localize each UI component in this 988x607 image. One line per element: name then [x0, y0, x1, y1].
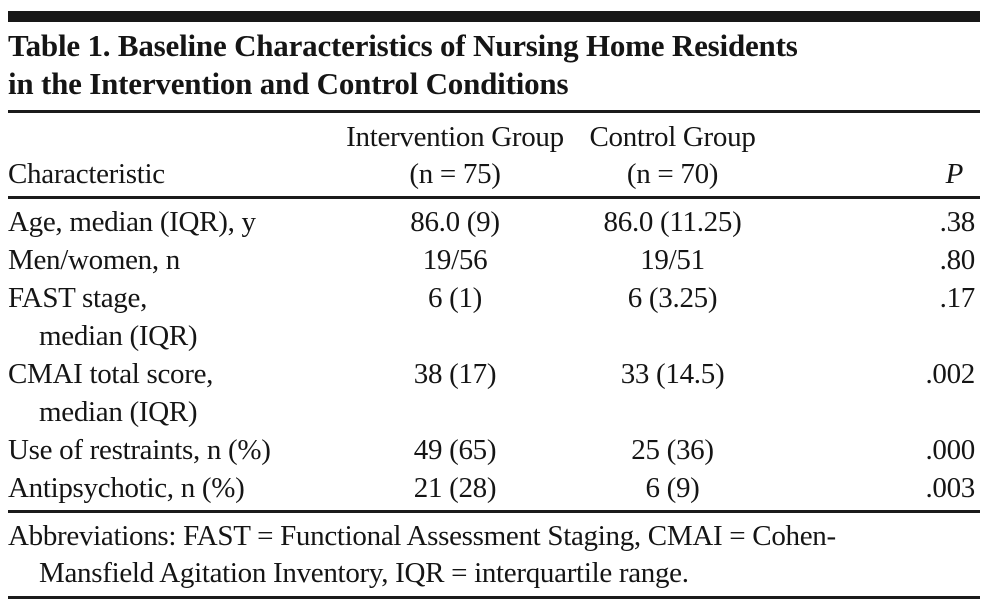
- characteristic-label: Age, median (IQR), y: [8, 206, 256, 238]
- table-header-row: Characteristic Intervention Group (n = 7…: [8, 113, 975, 196]
- control-value: 25 (36): [631, 434, 714, 466]
- control-value: 6 (3.25): [627, 282, 718, 314]
- intervention-value: 19/56: [422, 244, 488, 276]
- characteristic-label-line2: median (IQR): [39, 320, 198, 352]
- p-value: .003: [925, 472, 975, 504]
- table-row: FAST stage, median (IQR) 6 (1) 6 (3.25) …: [8, 279, 975, 355]
- p-value: .80: [939, 244, 976, 276]
- characteristic-label: Men/women, n: [8, 244, 180, 276]
- characteristic-cell: FAST stage, median (IQR): [8, 279, 345, 355]
- intervention-value: 86.0 (9): [410, 206, 500, 238]
- rule-under-title: [8, 110, 980, 113]
- column-header-p: P: [945, 158, 964, 190]
- footnote-line1: Abbreviations: FAST = Functional Assessm…: [8, 520, 836, 552]
- table-row: CMAI total score, median (IQR) 38 (17) 3…: [8, 355, 975, 431]
- table-title-line2: in the Intervention and Control Conditio…: [8, 66, 569, 101]
- p-value: .17: [939, 282, 976, 314]
- p-value: .002: [925, 358, 975, 390]
- control-value: 33 (14.5): [620, 358, 725, 390]
- column-header-intervention: Intervention Group (n = 75): [345, 119, 565, 193]
- characteristic-cell: Antipsychotic, n (%): [8, 469, 345, 507]
- p-value: .000: [925, 434, 975, 466]
- intervention-value: 38 (17): [413, 358, 497, 390]
- characteristic-cell: CMAI total score, median (IQR): [8, 355, 345, 431]
- characteristic-cell: Use of restraints, n (%): [8, 431, 345, 469]
- footnote-line2: Mansfield Agitation Inventory, IQR = int…: [39, 557, 689, 589]
- control-value: 19/51: [640, 244, 705, 276]
- top-rule-bar: [8, 11, 980, 22]
- characteristic-cell: Age, median (IQR), y: [8, 203, 345, 241]
- intervention-value: 6 (1): [427, 282, 483, 314]
- characteristic-label: Antipsychotic, n (%): [8, 472, 245, 504]
- control-value: 6 (9): [645, 472, 700, 504]
- intervention-value: 49 (65): [413, 434, 497, 466]
- table-row: Men/women, n 19/56 19/51 .80: [8, 241, 975, 279]
- rule-above-footnote: [8, 510, 980, 513]
- table-footnote: Abbreviations: FAST = Functional Assessm…: [8, 513, 975, 596]
- table-body: Age, median (IQR), y 86.0 (9) 86.0 (11.2…: [0, 199, 988, 510]
- control-value: 86.0 (11.25): [603, 206, 742, 238]
- rule-under-header: [8, 196, 980, 199]
- column-header-characteristic: Characteristic: [8, 158, 165, 190]
- column-header-intervention-line1: Intervention Group: [346, 121, 564, 153]
- characteristic-label: CMAI total score,: [8, 358, 214, 390]
- table-row: Use of restraints, n (%) 49 (65) 25 (36)…: [8, 431, 975, 469]
- intervention-value: 21 (28): [413, 472, 497, 504]
- table-title-line1: Table 1. Baseline Characteristics of Nur…: [8, 28, 798, 63]
- p-value: .38: [939, 206, 976, 238]
- table-title: Table 1. Baseline Characteristics of Nur…: [8, 27, 978, 103]
- column-header-control: Control Group (n = 70): [565, 119, 780, 193]
- column-header-intervention-line2: (n = 75): [409, 158, 501, 190]
- bottom-rule: [8, 596, 980, 599]
- characteristic-label: FAST stage,: [8, 282, 148, 314]
- column-header-control-line1: Control Group: [589, 121, 756, 153]
- characteristic-label-line2: median (IQR): [39, 396, 198, 428]
- table-row: Antipsychotic, n (%) 21 (28) 6 (9) .003: [8, 469, 975, 507]
- characteristic-cell: Men/women, n: [8, 241, 345, 279]
- column-header-control-line2: (n = 70): [626, 158, 719, 190]
- characteristic-label: Use of restraints, n (%): [8, 434, 271, 466]
- table-row: Age, median (IQR), y 86.0 (9) 86.0 (11.2…: [8, 203, 975, 241]
